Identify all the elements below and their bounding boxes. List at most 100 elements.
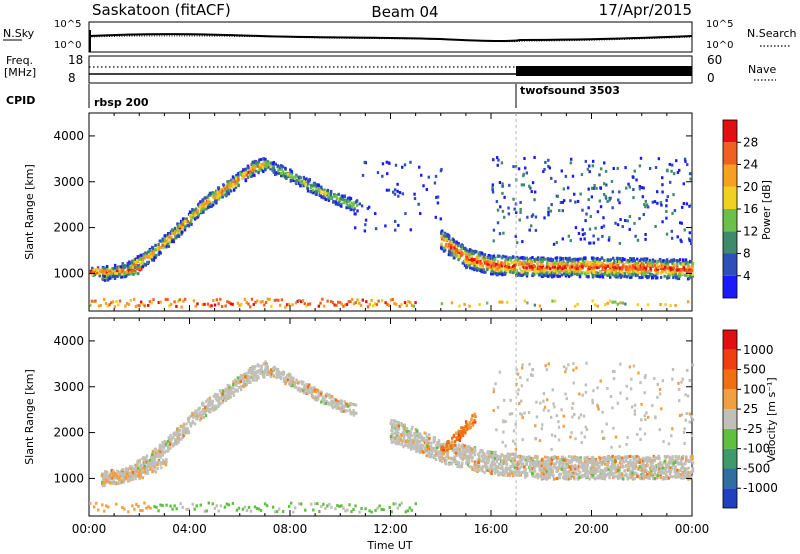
power-cell (611, 256, 615, 260)
power-cell (619, 273, 622, 277)
power-cell (684, 159, 687, 163)
velocity-cell (128, 475, 132, 479)
velocity-cell (203, 411, 207, 415)
power-cell (518, 218, 522, 222)
power-cell (180, 222, 183, 226)
velocity-cell (526, 457, 530, 461)
velocity-cell (481, 457, 485, 461)
velocity-cell (473, 453, 477, 457)
power-cell (598, 259, 601, 263)
velocity-cell (483, 471, 486, 475)
velocity-cell (540, 464, 543, 468)
power-cell (598, 199, 602, 203)
power-cell (335, 303, 338, 307)
velocity-cell (144, 458, 147, 462)
power-cell (496, 163, 499, 167)
power-cell (596, 261, 599, 265)
freq-right-tick-top: 60 (707, 53, 722, 67)
power-cell (472, 252, 475, 256)
velocity-cell (402, 439, 405, 443)
power-cell (523, 256, 526, 260)
power-cell (175, 304, 178, 308)
power-cell (224, 187, 227, 191)
power-cell (661, 183, 664, 187)
power-cell (206, 197, 210, 201)
power-cell (633, 259, 636, 263)
velocity-cell (404, 439, 408, 443)
velocity-cell (157, 452, 160, 456)
power-cell (569, 161, 573, 165)
power-cell (106, 273, 110, 277)
power-cell (440, 234, 443, 238)
power-cell (463, 250, 467, 254)
power-cell (659, 271, 663, 275)
power-cell (140, 267, 143, 271)
power-cell (688, 273, 692, 277)
power-cell (360, 204, 364, 208)
power-cell (609, 196, 612, 200)
power-cell (306, 187, 310, 191)
power-cell (393, 302, 396, 306)
power-cell (340, 202, 343, 206)
power-cell (566, 186, 570, 190)
noise-search-trace (88, 35, 693, 43)
power-cell (269, 167, 272, 171)
velocity-cell (423, 431, 426, 435)
power-cell (103, 298, 106, 302)
power-cell (530, 190, 533, 194)
power-cell (554, 180, 557, 184)
velocity-cell (328, 393, 331, 397)
power-cell (604, 196, 608, 200)
power-cell (289, 168, 292, 172)
power-cell (120, 275, 124, 279)
velocity-cell (193, 422, 197, 426)
power-cell (305, 184, 309, 188)
velocity-cell (468, 457, 471, 461)
power-cell (242, 168, 245, 172)
velocity-cell (525, 458, 528, 462)
power-cell (573, 192, 576, 196)
power-cell (496, 260, 500, 264)
power-cell (169, 236, 172, 240)
power-cell (124, 304, 127, 308)
power-cell (356, 298, 359, 302)
power-cell (129, 298, 132, 302)
velocity-cell (525, 471, 529, 475)
power-cell (227, 300, 231, 304)
power-cell (337, 197, 341, 201)
velocity-cell (294, 381, 297, 385)
velocity-cell (247, 379, 250, 383)
colorbar-tick-label: 28 (743, 135, 758, 149)
power-cell (597, 271, 600, 275)
power-cell (596, 264, 599, 268)
velocity-cell (339, 402, 342, 406)
velocity-cell (415, 445, 418, 449)
power-cell (691, 261, 695, 265)
power-cell (227, 191, 230, 195)
power-cell (230, 184, 233, 188)
velocity-cell (470, 465, 474, 469)
velocity-cell (536, 464, 539, 468)
power-cell (621, 271, 625, 275)
velocity-cell (159, 455, 162, 459)
power-cell (243, 175, 246, 179)
power-cell (558, 209, 561, 213)
power-cell (581, 208, 584, 212)
power-cell (138, 258, 142, 262)
power-cell (319, 301, 322, 305)
power-cell (626, 260, 629, 264)
power-cell (513, 263, 516, 267)
power-cell (484, 258, 487, 262)
velocity-cell (515, 473, 519, 477)
power-cell (221, 189, 224, 193)
power-cell (567, 274, 571, 278)
velocity-cell (402, 436, 406, 440)
power-cell (593, 266, 596, 270)
power-cell (565, 270, 568, 274)
power-cell (309, 186, 313, 190)
velocity-cell (286, 378, 290, 382)
velocity-cell (430, 449, 433, 453)
power-cell (238, 303, 241, 307)
power-cell (497, 158, 500, 162)
velocity-cell (486, 455, 489, 459)
